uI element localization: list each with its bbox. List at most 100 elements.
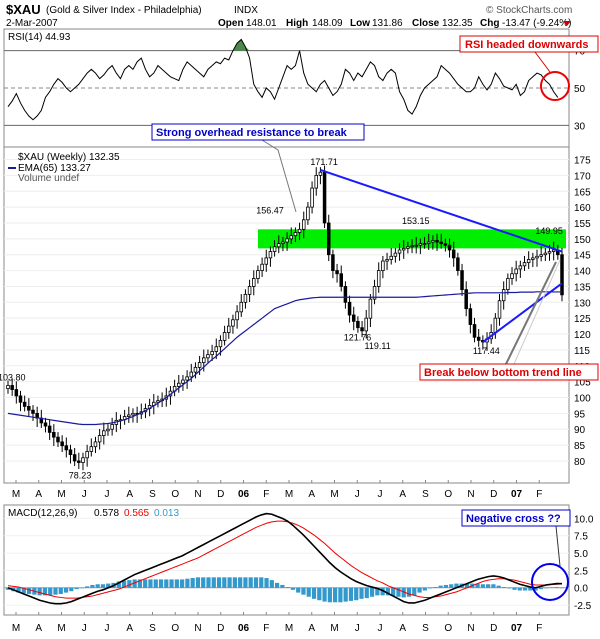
macd-chart: -2.5 0.0 2.5 5.0 7.5 10.0 (4, 512, 594, 612)
macd-histogram-bar (169, 579, 174, 588)
macd-histogram-bar (158, 579, 164, 588)
candle-body (306, 206, 310, 221)
candle-body (276, 243, 281, 248)
macd-month-label: M (285, 623, 293, 634)
price-tick-135: 135 (574, 282, 591, 293)
candle-body (210, 351, 214, 356)
price-tick-90: 90 (574, 425, 586, 436)
rsi-tick-30: 30 (574, 121, 586, 132)
candle-body (256, 270, 260, 279)
macd-histogram-bar (422, 587, 427, 591)
close-value: 132.35 (442, 18, 473, 29)
macd-histogram-bar (427, 587, 433, 589)
macd-histogram-bar (296, 587, 301, 593)
macd-histogram-bar (338, 587, 343, 603)
candle-body (22, 401, 27, 407)
macd-month-label: D (490, 623, 497, 634)
macd-histogram-bar (116, 581, 121, 588)
candle-body (260, 263, 264, 271)
price-tick-100: 100 (574, 394, 591, 405)
price-tick-125: 125 (574, 314, 591, 325)
macd-histogram-bar (180, 579, 185, 588)
macd-month-label: A (308, 623, 315, 634)
price-tick-140: 140 (574, 267, 591, 278)
macd-histogram-bar (417, 587, 422, 593)
macd-histogram-bar (354, 587, 359, 601)
macd-histogram-bar (491, 584, 496, 588)
macd-histogram-bar (369, 587, 375, 597)
price-annotation: 119.11 (365, 341, 391, 351)
candle-body (93, 441, 98, 448)
upper-trendline (320, 169, 563, 253)
resistance-zone (258, 229, 566, 249)
rsi-callout-text: RSI headed downwards (465, 39, 588, 51)
candle-body (422, 243, 427, 246)
macd-histogram-bar (401, 587, 406, 598)
macd-histogram-bar (5, 587, 11, 590)
price-panel (3, 146, 570, 484)
candle-body (372, 286, 377, 300)
macd-histogram-bar (232, 577, 237, 588)
macd-histogram-bar (396, 587, 401, 597)
macd-month-label: J (82, 623, 87, 634)
price-month-label: D (217, 489, 224, 500)
price-tick-105: 105 (574, 378, 591, 389)
price-tick-120: 120 (574, 330, 591, 341)
macd-histogram-bar (148, 579, 153, 588)
candle-body (97, 435, 102, 443)
candle-body (510, 273, 514, 279)
candle-body (181, 379, 185, 384)
candle-body (206, 354, 210, 359)
candle-body (18, 395, 23, 403)
macd-month-label: J (355, 623, 360, 634)
candle-body (127, 414, 131, 417)
candle-body (501, 289, 506, 302)
macd-histogram-bar (195, 577, 201, 588)
price-month-label: J (105, 489, 110, 500)
candle-body (106, 428, 110, 432)
macd-histogram-bar (507, 587, 512, 589)
candle-body (376, 270, 381, 287)
resistance-callout-text: Strong overhead resistance to break (156, 127, 348, 139)
macd-histogram-bar (285, 587, 290, 588)
price-month-label: A (35, 489, 42, 500)
candle-body (526, 259, 531, 264)
macd-histogram-bar (69, 587, 74, 592)
resistance-pointer (261, 139, 297, 213)
macd-histogram-bar (517, 587, 522, 591)
price-month-label: N (194, 489, 201, 500)
macd-histogram-bar (333, 587, 338, 603)
price-annotation: 78.23 (69, 471, 92, 481)
candle-body (89, 446, 94, 452)
macd-histogram-bar (63, 587, 69, 593)
macd-month-label: A (399, 623, 406, 634)
macd-histogram-bar (269, 580, 274, 588)
candle-body (227, 325, 231, 333)
price-month-label: F (536, 489, 542, 500)
macd-month-label: 07 (511, 623, 523, 634)
rsi-tick-50: 50 (574, 84, 586, 95)
month-axis: M M A A M M J J J J A A S S O O N N D D 06 06 F F M M A A M M J J J J A A S S… (12, 480, 542, 634)
candle-body (418, 243, 423, 246)
macd-tick: 5.0 (574, 549, 588, 560)
macd-month-label: S (422, 623, 429, 634)
candle-body (77, 460, 81, 463)
macd-histogram-bar (248, 577, 253, 588)
candle-body (456, 257, 460, 271)
candle-body (406, 246, 410, 249)
candle-body (281, 241, 285, 245)
candle-body (293, 232, 298, 237)
macd-histogram-bar (375, 587, 380, 596)
price-annotation: 171.71 (310, 157, 338, 167)
ema-line (7, 291, 562, 426)
macd-histogram-bar (222, 577, 227, 588)
candle-body (364, 317, 368, 332)
macd-histogram-bar (127, 580, 132, 588)
open-label: Open (218, 18, 244, 29)
close-label: Close (412, 18, 440, 29)
breakdown-callout-text: Break below bottom trend line (424, 367, 582, 379)
candle-body (497, 300, 502, 319)
candle-body (535, 255, 539, 259)
breakdown-callout: Break below bottom trend line (419, 363, 599, 381)
candle-body (443, 243, 448, 246)
